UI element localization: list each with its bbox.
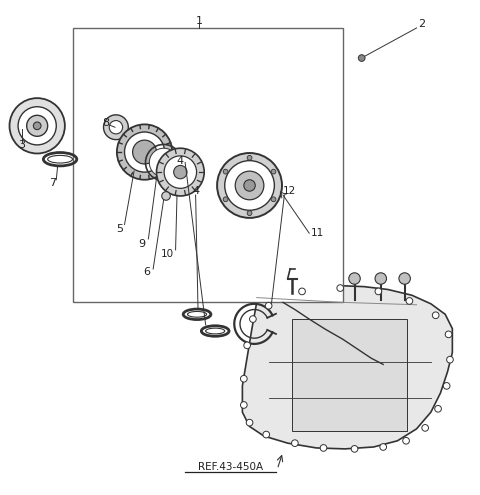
Text: 11: 11	[311, 228, 324, 238]
Circle shape	[432, 312, 439, 319]
Text: 5: 5	[116, 224, 123, 234]
Circle shape	[104, 115, 128, 140]
Circle shape	[174, 165, 187, 179]
Circle shape	[240, 375, 247, 382]
Circle shape	[271, 197, 276, 201]
Circle shape	[359, 55, 365, 61]
Circle shape	[351, 446, 358, 452]
Ellipse shape	[188, 311, 206, 317]
Text: REF.43-450A: REF.43-450A	[198, 462, 263, 472]
Circle shape	[149, 148, 178, 177]
Text: 10: 10	[161, 249, 174, 259]
Circle shape	[422, 425, 429, 431]
Text: 12: 12	[283, 186, 296, 196]
Text: 2: 2	[418, 19, 425, 29]
Circle shape	[446, 356, 453, 363]
Circle shape	[247, 155, 252, 160]
Circle shape	[445, 331, 452, 338]
Circle shape	[247, 211, 252, 215]
Circle shape	[34, 122, 41, 130]
Circle shape	[244, 180, 255, 191]
Circle shape	[156, 148, 204, 196]
Circle shape	[380, 444, 386, 450]
Circle shape	[223, 169, 228, 174]
Text: 1: 1	[196, 16, 203, 26]
Circle shape	[132, 140, 156, 164]
Circle shape	[435, 405, 442, 412]
Circle shape	[164, 156, 197, 188]
Circle shape	[10, 98, 65, 153]
Circle shape	[246, 419, 253, 426]
Text: 3: 3	[18, 140, 25, 150]
Circle shape	[299, 288, 305, 295]
Circle shape	[244, 342, 251, 348]
Circle shape	[117, 124, 172, 180]
Circle shape	[235, 171, 264, 200]
Circle shape	[399, 273, 410, 284]
Bar	[73, 28, 343, 302]
Ellipse shape	[205, 328, 225, 334]
Text: 9: 9	[139, 239, 146, 248]
Circle shape	[403, 438, 409, 444]
Text: 6: 6	[144, 267, 150, 277]
Circle shape	[291, 440, 298, 446]
Circle shape	[271, 169, 276, 174]
Bar	[292, 319, 407, 431]
Circle shape	[240, 401, 247, 408]
Circle shape	[375, 288, 382, 295]
Circle shape	[27, 115, 48, 136]
Circle shape	[18, 107, 56, 145]
Circle shape	[263, 431, 270, 438]
Circle shape	[124, 132, 165, 172]
Ellipse shape	[48, 155, 72, 163]
Circle shape	[406, 297, 413, 304]
Circle shape	[223, 197, 228, 201]
Text: 4: 4	[177, 155, 184, 166]
Text: 4: 4	[192, 186, 199, 196]
Circle shape	[109, 121, 122, 134]
Polygon shape	[242, 286, 452, 449]
Circle shape	[444, 383, 450, 389]
Circle shape	[320, 445, 327, 451]
Circle shape	[349, 273, 360, 284]
Circle shape	[375, 273, 386, 284]
Text: 8: 8	[102, 118, 109, 128]
Circle shape	[265, 302, 272, 309]
Text: 7: 7	[49, 178, 57, 188]
Circle shape	[250, 316, 256, 322]
Circle shape	[217, 153, 282, 218]
Circle shape	[337, 285, 344, 292]
Circle shape	[225, 161, 275, 210]
Circle shape	[162, 192, 170, 200]
